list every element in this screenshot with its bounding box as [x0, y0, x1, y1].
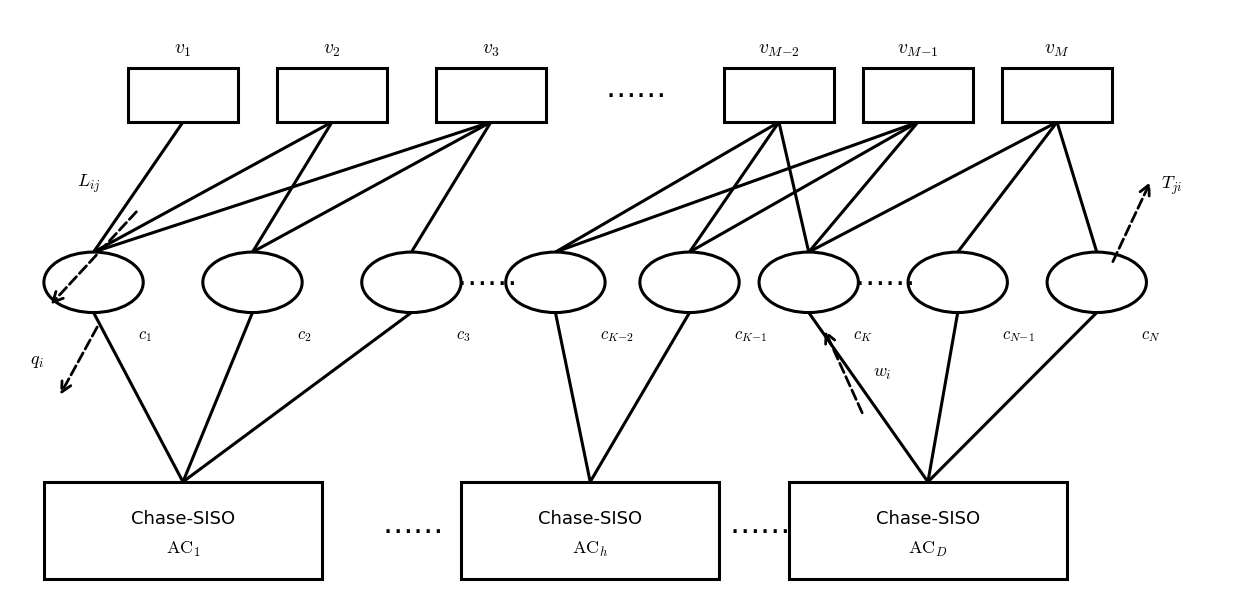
- Text: $L_{ij}$: $L_{ij}$: [77, 172, 100, 195]
- Text: $c_{K\!-\!2}$: $c_{K\!-\!2}$: [600, 326, 634, 344]
- Text: $v_{M\!-\!2}$: $v_{M\!-\!2}$: [758, 40, 800, 59]
- Text: $\mathrm{AC}_1$: $\mathrm{AC}_1$: [166, 540, 201, 559]
- Text: $c_2$: $c_2$: [298, 326, 311, 344]
- Bar: [43, 482, 322, 579]
- Ellipse shape: [506, 252, 605, 313]
- Bar: [863, 67, 972, 122]
- Text: $w_i$: $w_i$: [873, 364, 892, 382]
- Text: $\cdots\cdots$: $\cdots\cdots$: [382, 516, 441, 545]
- Ellipse shape: [908, 252, 1007, 313]
- Text: $T_{ji}$: $T_{ji}$: [1162, 175, 1183, 197]
- Text: $v_M$: $v_M$: [1044, 40, 1070, 59]
- Text: $c_3$: $c_3$: [456, 326, 470, 344]
- Bar: [461, 482, 719, 579]
- Ellipse shape: [640, 252, 739, 313]
- Text: $\cdots\cdots$: $\cdots\cdots$: [456, 268, 516, 297]
- Bar: [789, 482, 1066, 579]
- Text: $c_{N\!-\!1}$: $c_{N\!-\!1}$: [1002, 326, 1035, 344]
- Text: $v_3$: $v_3$: [482, 40, 500, 59]
- Text: $v_2$: $v_2$: [324, 40, 341, 59]
- Bar: [436, 67, 546, 122]
- Ellipse shape: [203, 252, 303, 313]
- Ellipse shape: [759, 252, 858, 313]
- Ellipse shape: [362, 252, 461, 313]
- Ellipse shape: [43, 252, 144, 313]
- Bar: [724, 67, 833, 122]
- Text: Chase-SISO: Chase-SISO: [538, 511, 642, 528]
- Text: $\mathrm{AC}_D$: $\mathrm{AC}_D$: [908, 540, 947, 559]
- Text: $\cdots\cdots$: $\cdots\cdots$: [729, 516, 789, 545]
- Text: $c_K$: $c_K$: [853, 326, 873, 344]
- Bar: [128, 67, 238, 122]
- Text: $v_1$: $v_1$: [175, 40, 191, 59]
- Text: Chase-SISO: Chase-SISO: [875, 511, 980, 528]
- Text: $c_{K\!-\!1}$: $c_{K\!-\!1}$: [734, 326, 768, 344]
- Text: $c_1$: $c_1$: [138, 326, 153, 344]
- Text: $v_{M\!-\!1}$: $v_{M\!-\!1}$: [897, 40, 939, 59]
- Text: $\cdots\cdots$: $\cdots\cdots$: [605, 80, 665, 109]
- Text: $\mathrm{AC}_h$: $\mathrm{AC}_h$: [572, 540, 609, 559]
- Ellipse shape: [1047, 252, 1147, 313]
- Text: $c_N$: $c_N$: [1142, 326, 1161, 344]
- Text: $\cdots\cdots$: $\cdots\cdots$: [853, 268, 913, 297]
- Text: Chase-SISO: Chase-SISO: [131, 511, 236, 528]
- Bar: [278, 67, 387, 122]
- Text: $q_i$: $q_i$: [30, 352, 43, 370]
- Bar: [1002, 67, 1112, 122]
